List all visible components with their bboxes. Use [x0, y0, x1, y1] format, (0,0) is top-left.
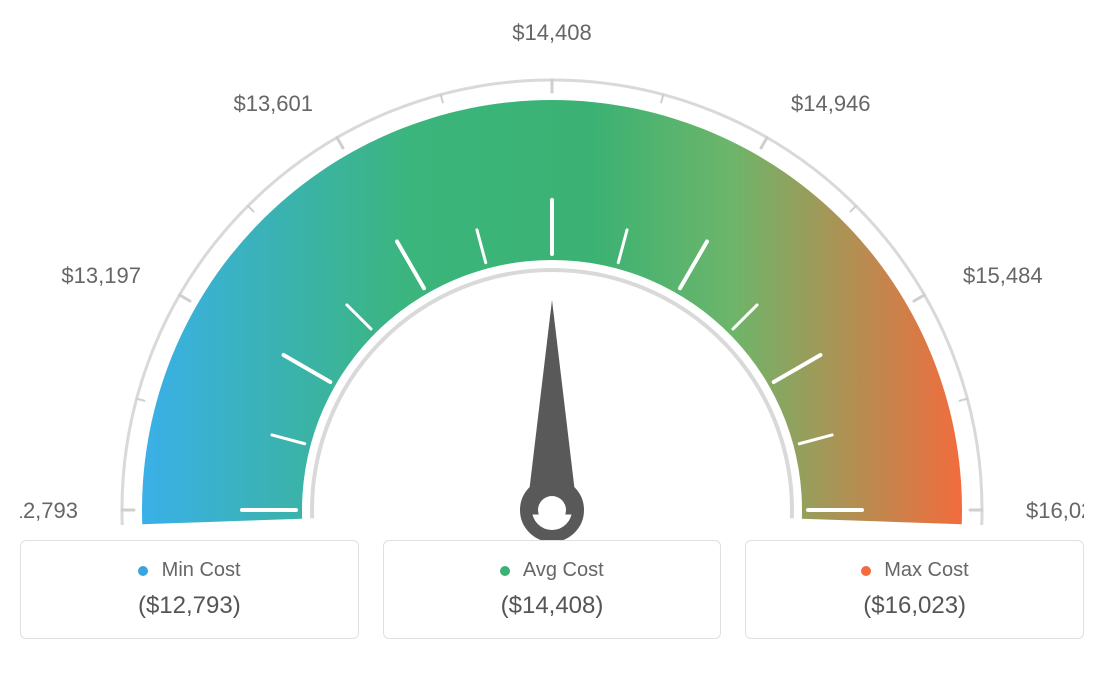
gauge-tick-label: $12,793 [20, 498, 78, 523]
legend-avg-box: Avg Cost ($14,408) [383, 540, 722, 639]
legend-min-label-text: Min Cost [162, 559, 241, 581]
gauge-tick-label: $13,197 [61, 263, 141, 288]
legend-avg-label-text: Avg Cost [523, 559, 604, 581]
dot-icon [138, 566, 148, 576]
legend-max-box: Max Cost ($16,023) [745, 540, 1084, 639]
legend-min-label: Min Cost [31, 559, 348, 582]
legend-min-value: ($12,793) [31, 592, 348, 620]
gauge-tick-label: $16,023 [1026, 498, 1084, 523]
legend-min-box: Min Cost ($12,793) [20, 540, 359, 639]
dot-icon [861, 566, 871, 576]
legend: Min Cost ($12,793) Avg Cost ($14,408) Ma… [20, 540, 1084, 639]
gauge-tick-label: $14,408 [512, 20, 592, 45]
legend-max-value: ($16,023) [756, 592, 1073, 620]
gauge-tick-label: $14,946 [791, 91, 871, 116]
gauge-tick-label: $15,484 [963, 263, 1043, 288]
legend-avg-label: Avg Cost [394, 559, 711, 582]
gauge-tick-label: $13,601 [233, 91, 313, 116]
legend-max-label-text: Max Cost [884, 559, 968, 581]
cost-gauge: $12,793 $13,197 $13,601 $14,408 $14,946 $15,4… [20, 20, 1084, 540]
dot-icon [500, 566, 510, 576]
legend-max-label: Max Cost [756, 559, 1073, 582]
legend-avg-value: ($14,408) [394, 592, 711, 620]
